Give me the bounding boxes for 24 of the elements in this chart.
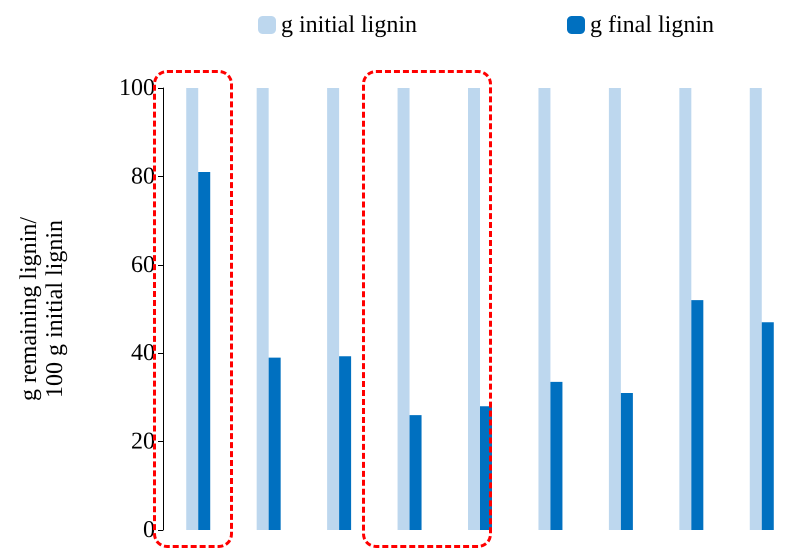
y-axis-title: g remaining lignin/ 100 g initial lignin [16,216,68,401]
bar [750,88,762,530]
bar [550,382,562,530]
bar [256,88,269,530]
legend-label: g initial lignin [281,12,417,38]
legend-label: g final lignin [590,12,714,38]
y-tick-label: 40 [131,340,155,366]
y-tick-label: 60 [131,252,155,278]
bar [468,88,480,530]
bar [691,300,704,530]
bar [327,88,340,530]
bar [620,392,633,530]
bar [198,172,210,530]
bar [679,88,692,530]
bar [186,88,198,530]
bar [410,415,422,530]
bar [339,356,352,530]
y-tick-label: 100 [119,75,155,101]
bar [268,358,281,530]
bar [762,322,774,530]
bar [538,88,550,530]
bar [608,88,621,530]
y-tick-label: 80 [131,163,155,190]
bar [398,88,410,530]
